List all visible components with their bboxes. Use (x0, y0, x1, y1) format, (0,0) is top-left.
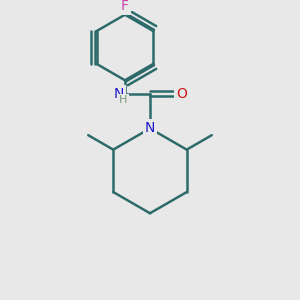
Text: O: O (176, 87, 187, 101)
Text: N: N (114, 87, 124, 101)
Text: H: H (119, 95, 128, 106)
Text: N: N (145, 122, 155, 135)
Text: F: F (121, 0, 129, 13)
